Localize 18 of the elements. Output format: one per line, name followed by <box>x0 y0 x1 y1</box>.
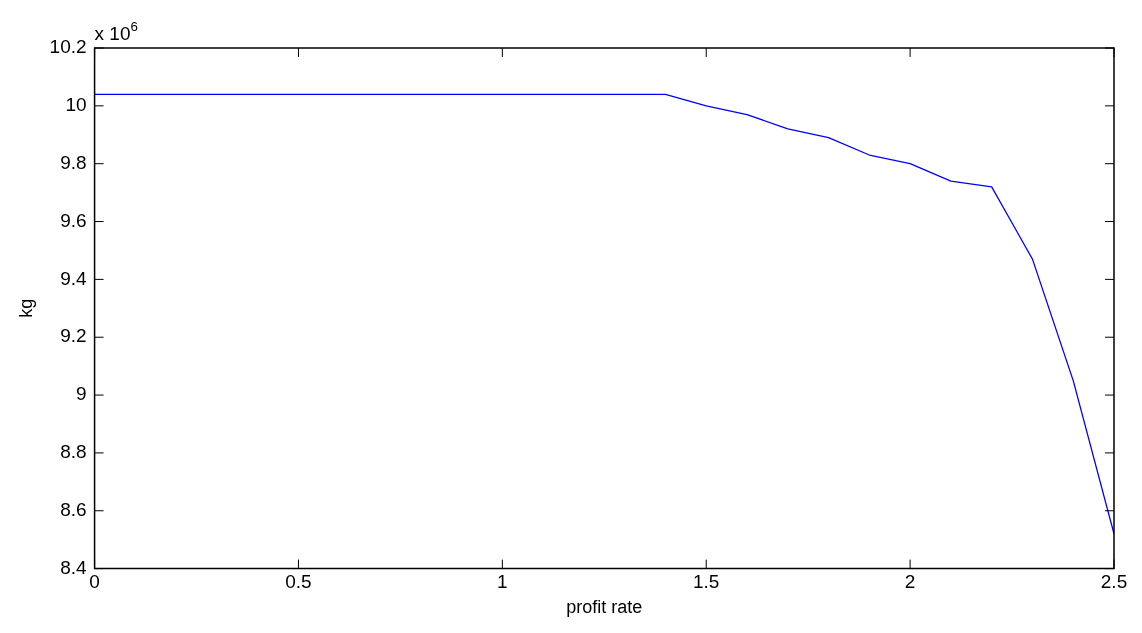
x-tick-label: 1.5 <box>693 571 720 593</box>
y-tick-label: 10.2 <box>49 36 87 58</box>
x-tick-label: 0 <box>89 571 100 593</box>
y-tick-label: 8.6 <box>60 498 87 520</box>
y-tick-label: 9.2 <box>60 325 87 347</box>
y-tick-label: 9.4 <box>60 267 87 289</box>
y-tick-label: 9.6 <box>60 209 87 231</box>
y-tick-label: 8.8 <box>60 441 87 463</box>
y-tick-label: 8.4 <box>60 556 87 578</box>
x-axis-title: profit rate <box>566 597 643 618</box>
y-tick-label: 9 <box>76 383 87 405</box>
x-tick-label: 2 <box>904 571 916 593</box>
x-tick-label: 1 <box>497 571 508 593</box>
y-axis-title: kg <box>15 298 36 318</box>
x-tick-label: 2.5 <box>1100 571 1128 593</box>
y-tick-label: 10 <box>65 94 87 116</box>
x-tick-label: 0.5 <box>285 571 312 593</box>
y-tick-label: 9.8 <box>60 151 87 173</box>
